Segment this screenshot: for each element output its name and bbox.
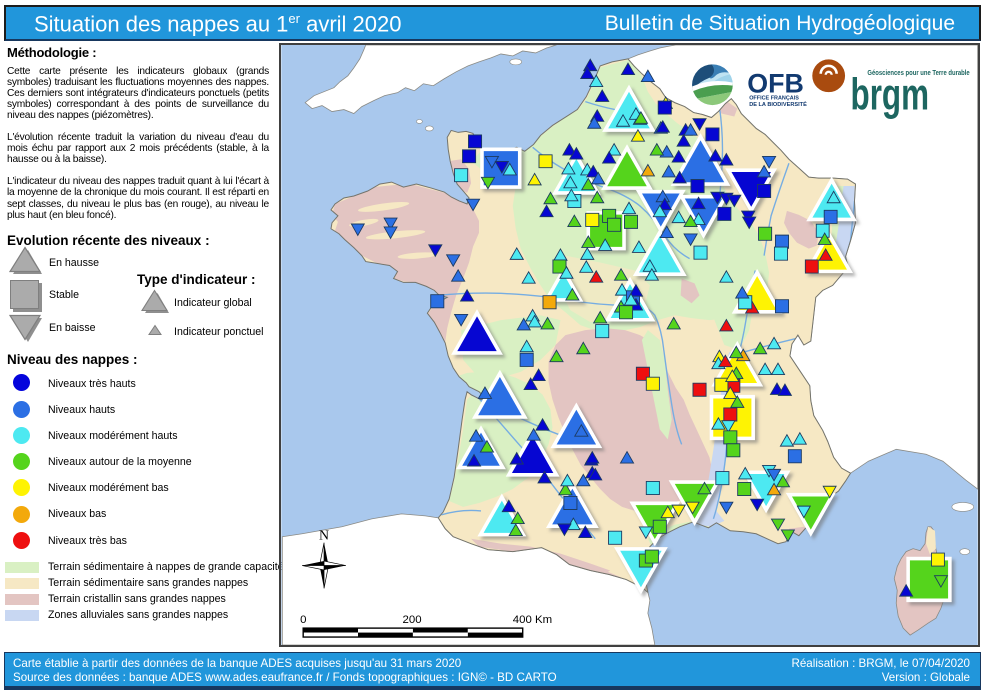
svg-text:brgm: brgm: [851, 71, 929, 120]
svg-text:Géosciences pour une Terre dur: Géosciences pour une Terre durable: [867, 68, 969, 77]
svg-text:OFB: OFB: [747, 69, 804, 99]
svg-text:200: 200: [403, 614, 422, 626]
svg-text:0: 0: [300, 614, 306, 626]
svg-text:DE LA BIODIVERSITÉ: DE LA BIODIVERSITÉ: [749, 100, 807, 108]
svg-text:N: N: [319, 529, 329, 544]
svg-text:400 Km: 400 Km: [513, 614, 552, 626]
svg-text:OFFICE FRANÇAIS: OFFICE FRANÇAIS: [749, 96, 799, 102]
